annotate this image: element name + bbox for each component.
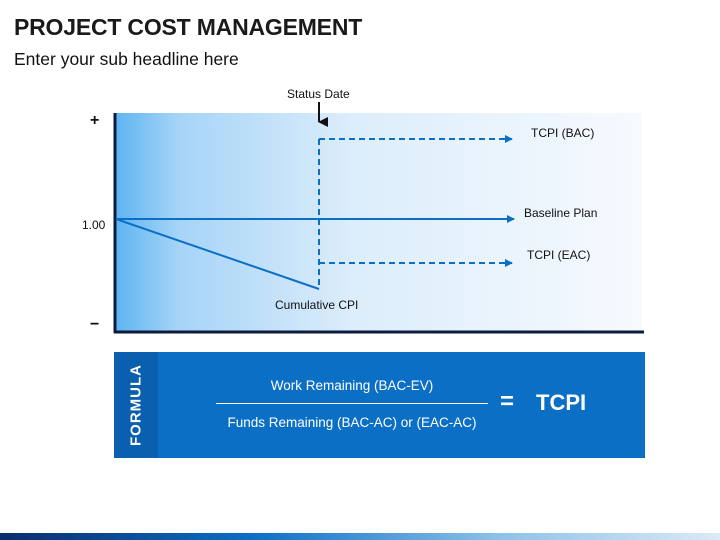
formula-numerator: Work Remaining (BAC-EV) [270,378,434,393]
y-value-label: 1.00 [82,218,106,232]
tcpi-eac-label: TCPI (EAC) [527,248,591,262]
formula-result: TCPI [536,390,587,415]
plot-area [115,113,642,332]
baseline-plan-label: Baseline Plan [524,206,598,220]
cumulative-cpi-line [115,218,320,290]
fraction-line [216,403,488,404]
y-axis-minus: − [90,316,100,333]
formula-denominator: Funds Remaining (BAC-AC) or (EAC-AC) [227,415,477,430]
tcpi-bac-label: TCPI (BAC) [531,126,595,140]
formula-box: FORMULA Work Remaining (BAC-EV) Funds Re… [114,352,645,458]
page-subtitle: Enter your sub headline here [14,49,239,69]
formula-tab: FORMULA [114,352,158,458]
formula-tab-label: FORMULA [127,364,145,446]
y-axis-plus: + [90,112,100,129]
cumulative-cpi-label: Cumulative CPI [275,298,359,312]
equals-sign: = [500,388,515,415]
page-title: PROJECT COST MANAGEMENT [14,14,363,40]
status-date-label: Status Date [287,87,350,101]
footer-bar [0,533,720,540]
